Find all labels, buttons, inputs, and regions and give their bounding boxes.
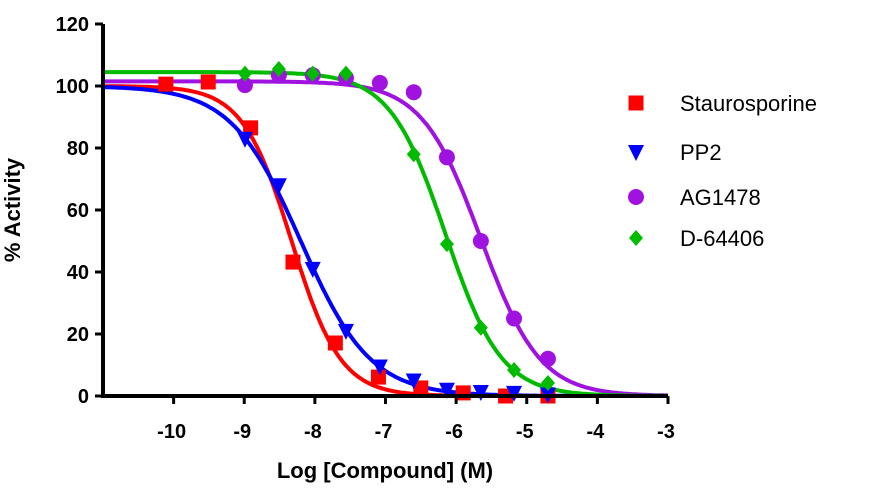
- data-point-ag1478: [371, 74, 388, 91]
- fit-curve-ag1478: [103, 79, 668, 398]
- data-point-pp2: [405, 373, 422, 390]
- data-point-pp2: [371, 359, 388, 376]
- data-point-pp2: [304, 261, 321, 278]
- data-point-d-64406: [271, 60, 286, 77]
- data-point-pp2: [270, 178, 287, 195]
- data-point-pp2: [438, 382, 455, 399]
- data-point-ag1478: [506, 310, 523, 327]
- legend-label-pp2: PP2: [680, 140, 722, 165]
- y-tick-label: 100: [56, 76, 89, 98]
- legend-label-staurosporine: Staurosporine: [680, 91, 817, 116]
- data-point-d-64406: [439, 236, 454, 253]
- y-tick-label: 20: [67, 324, 89, 346]
- y-tick-label: 60: [67, 200, 89, 222]
- data-point-staurosporine: [285, 254, 301, 270]
- data-points: [158, 60, 556, 404]
- x-tick-label: -7: [375, 421, 393, 443]
- fit-curve-staurosporine: [102, 84, 668, 398]
- data-point-d-64406: [338, 65, 353, 82]
- data-point-pp2: [472, 384, 489, 401]
- legend: Staurosporine PP2 AG1478 D-64406: [628, 91, 817, 251]
- fit-curves: [102, 70, 668, 398]
- legend-marker-d-64406: [629, 230, 643, 246]
- legend-marker-pp2: [628, 145, 644, 161]
- x-tick-label: -4: [586, 421, 605, 443]
- fit-curve-d-64406: [103, 70, 668, 398]
- x-tick-label: -10: [157, 421, 186, 443]
- data-point-staurosporine: [243, 120, 259, 136]
- data-point-staurosporine: [455, 385, 471, 401]
- data-point-d-64406: [540, 374, 555, 391]
- legend-label-d-64406: D-64406: [680, 226, 764, 251]
- legend-label-ag1478: AG1478: [680, 185, 761, 210]
- legend-marker-staurosporine: [628, 95, 644, 111]
- y-tick-label: 0: [78, 386, 89, 408]
- data-point-pp2: [236, 131, 253, 148]
- x-tick-label: -8: [304, 421, 322, 443]
- data-point-pp2: [506, 385, 523, 402]
- fit-curve-pp2: [103, 85, 668, 398]
- data-point-staurosporine: [200, 74, 216, 90]
- data-point-pp2: [337, 323, 354, 340]
- data-point-ag1478: [438, 149, 455, 166]
- x-tick-label: -9: [233, 421, 251, 443]
- x-axis-label: Log [Compound] (M): [277, 458, 493, 483]
- data-point-staurosporine: [327, 335, 343, 351]
- data-point-d-64406: [406, 146, 421, 163]
- legend-marker-ag1478: [628, 189, 644, 205]
- x-tick-label: -3: [657, 421, 675, 443]
- data-point-ag1478: [539, 350, 556, 367]
- y-axis-label: % Activity: [0, 157, 25, 262]
- data-point-d-64406: [305, 65, 320, 82]
- data-point-staurosporine: [158, 76, 174, 92]
- x-tick-label: -6: [445, 421, 463, 443]
- data-point-d-64406: [507, 361, 522, 378]
- axes: 0 20 40 60 80 100 120 -10 -9 -8 -7 -6 -5 -4 -3: [56, 14, 675, 443]
- x-tick-label: -5: [516, 421, 534, 443]
- data-point-d-64406: [237, 65, 252, 82]
- y-tick-label: 80: [67, 138, 89, 160]
- data-point-staurosporine: [413, 380, 429, 396]
- data-point-ag1478: [236, 77, 253, 94]
- data-point-ag1478: [405, 84, 422, 101]
- data-point-staurosporine: [370, 369, 386, 385]
- data-point-d-64406: [473, 319, 488, 336]
- data-point-ag1478: [472, 233, 489, 249]
- y-tick-label: 120: [56, 14, 89, 36]
- y-tick-label: 40: [67, 262, 89, 284]
